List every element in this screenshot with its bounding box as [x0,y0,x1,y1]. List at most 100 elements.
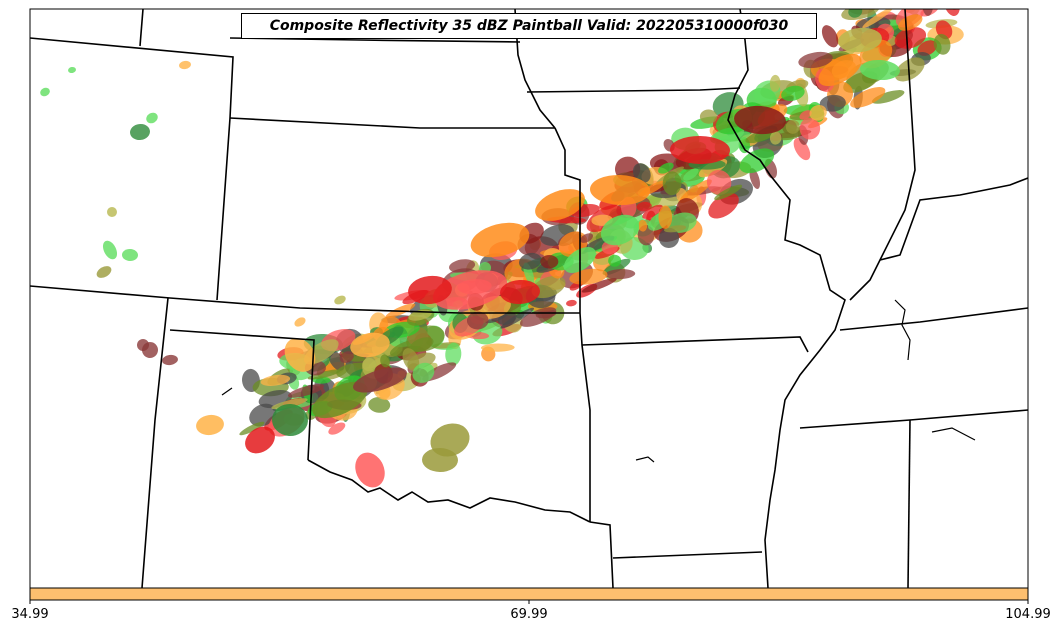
border-ms-al [907,419,911,588]
reflectivity-cell [706,169,732,195]
reflectivity-cell [600,214,640,246]
reflectivity-cell [107,207,117,217]
reflectivity-cell [130,123,150,141]
reflectivity-cell [581,277,617,293]
reflectivity-cell [670,135,730,165]
reflectivity-cell [580,233,594,243]
reflectivity-cell [245,426,275,454]
reflectivity-cell [307,369,341,380]
border-la-north [612,551,763,559]
border-ok-ar [579,312,591,522]
border-ia-mo [526,87,741,93]
reflectivity-cell [608,254,622,267]
reflectivity-cell [605,269,636,280]
reflectivity-cell [658,162,674,174]
reflectivity-cell [146,112,158,124]
reflectivity-cell [566,299,577,307]
colorbar-tick-label-min: 34.99 [11,607,49,622]
reflectivity-cell [714,184,743,201]
state-boundaries [30,9,1028,588]
reflectivity-cell [907,0,931,4]
reflectivity-cell [658,227,680,248]
reflectivity-cell [68,66,76,74]
colorbar-tick-label-max: 104.99 [1005,607,1051,622]
reflectivity-cell [519,252,542,270]
reflectivity-cell [898,14,923,31]
lake-ar [931,427,976,441]
reflectivity-cell [412,362,435,383]
reflectivity-cell [819,94,846,112]
border-ok-tx-west [169,329,315,461]
reflectivity-cell [497,312,517,325]
border-mo-ar [581,336,809,353]
reflectivity-cell [531,275,566,299]
reflectivity-cell [590,174,650,206]
reflectivity-cell [287,384,325,398]
reflectivity-cell [679,179,712,203]
reflectivity-cell [328,422,346,435]
reflectivity-cell [662,171,682,196]
reflectivity-cell [122,248,138,262]
reflectivity-cell [500,279,540,305]
reflectivity-cell [943,9,960,17]
reflectivity-cell [798,51,833,69]
reflectivity-cell [137,339,149,351]
reflectivity-cell [328,350,345,371]
border-ky-tn [839,307,1028,331]
colorbar [29,587,1029,601]
lake-kentucky [894,299,911,361]
reflectivity-cell [466,311,489,330]
reflectivity-cell [480,343,515,352]
reflectivity-cell [769,74,781,92]
reflectivity-cell [799,110,812,120]
reflectivity-cell [445,342,462,366]
reflectivity-cell [272,403,308,437]
reflectivity-cell [933,33,951,55]
reflectivity-cell [880,0,902,2]
reflectivity-cell [862,9,893,29]
reflectivity-cell [353,367,407,393]
reflectivity-cell [860,59,900,81]
reflectivity-cell [334,295,346,305]
reflectivity-cell [913,0,946,2]
border-co-ks-north [229,117,555,129]
reflectivity-cell [294,317,306,327]
reflectivity-cell [894,57,925,82]
reflectivity-cell [734,105,786,135]
reflectivity-cell [535,189,585,221]
reflectivity-cell [196,414,224,436]
reflectivity-cell [569,268,608,285]
reflectivity-cell [769,131,782,145]
reflectivity-cell [355,452,385,488]
reflectivity-cell [162,354,178,366]
reflectivity-cell [664,225,687,233]
reflectivity-cell [809,104,827,121]
border-wy-co [30,37,234,301]
reflectivity-cell [871,90,905,104]
reflectivity-cell [636,201,652,212]
border-in-ky [879,177,1028,261]
reflectivity-cell [850,87,886,108]
reflectivity-cell [632,163,651,183]
reflectivity-cell [874,0,887,3]
border-ia-ne [514,9,556,129]
reflectivity-cell [96,266,112,278]
colorbar-tick-label-mid: 69.99 [510,607,548,622]
reflectivity-cell [658,205,673,229]
reflectivity-cell [409,337,434,353]
reflectivity-cell [818,53,862,87]
reflectivity-cell [727,131,751,142]
lake-tx [221,387,233,396]
border-red-river [307,459,591,523]
reflectivity-cell [793,137,811,161]
reflectivity-cell [638,219,648,232]
reflectivity-cell [432,270,508,310]
reflectivity-cell [919,0,954,6]
reflectivity-cell [350,332,390,358]
reflectivity-cell [402,348,420,372]
reflectivity-cell [408,275,452,305]
reflectivity-cell [470,222,530,258]
border-tx-ar [589,521,614,588]
reflectivity-cell [179,60,191,70]
